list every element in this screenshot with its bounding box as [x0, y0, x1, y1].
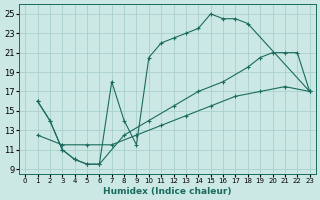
X-axis label: Humidex (Indice chaleur): Humidex (Indice chaleur)	[103, 187, 232, 196]
